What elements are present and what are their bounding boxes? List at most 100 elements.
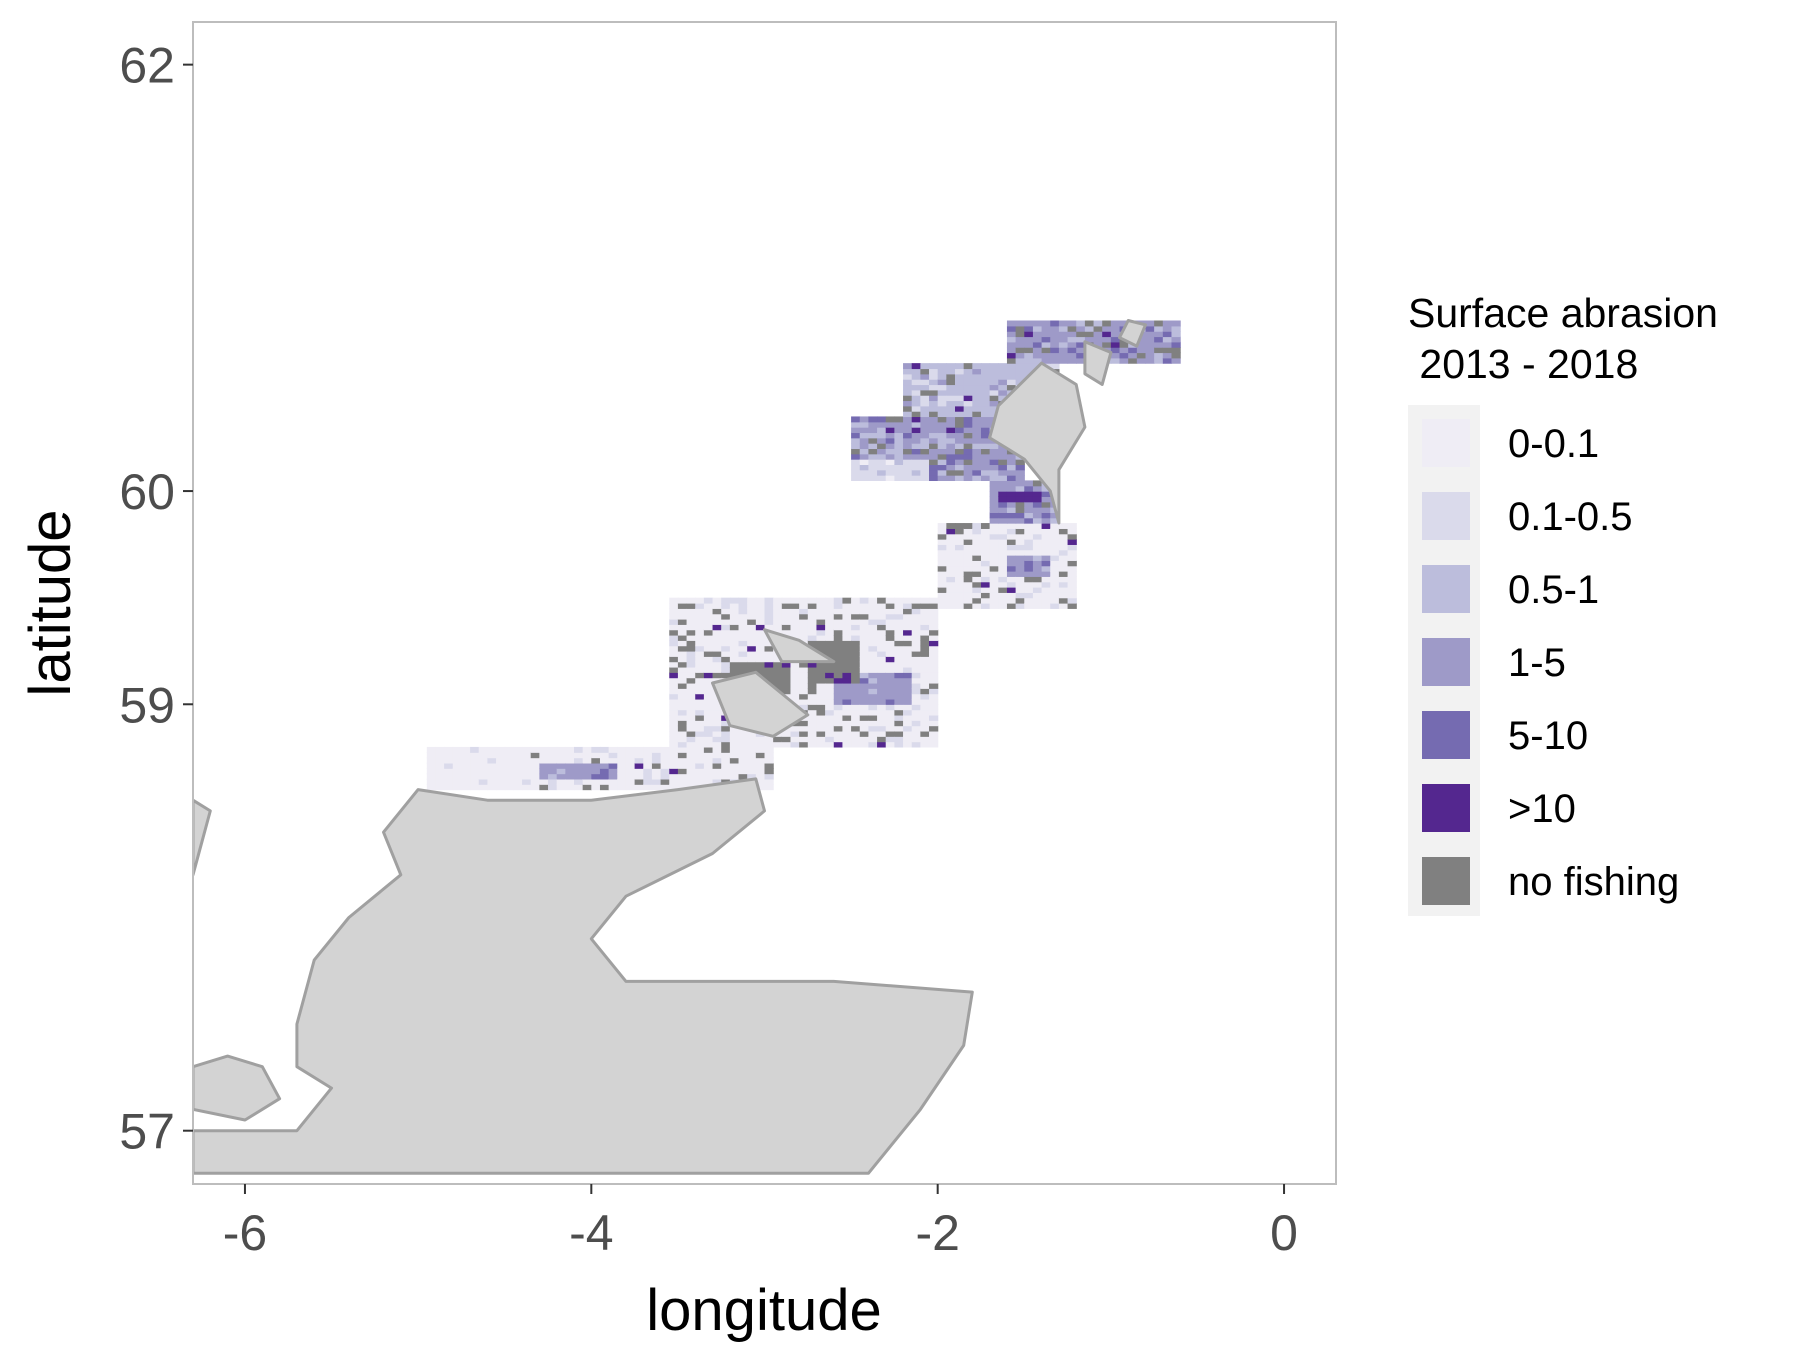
abrasion-cell: [790, 682, 800, 689]
abrasion-cell: [885, 464, 895, 471]
abrasion-cell: [946, 363, 956, 370]
abrasion-cell: [548, 768, 558, 775]
abrasion-cell: [963, 427, 973, 434]
abrasion-cell: [470, 762, 480, 769]
abrasion-cell: [530, 762, 540, 769]
abrasion-cell: [764, 608, 774, 615]
abrasion-cell: [998, 587, 1008, 593]
abrasion-cell: [729, 730, 740, 737]
abrasion-cell: [634, 752, 644, 759]
abrasion-cell: [851, 421, 861, 428]
abrasion-cell: [1041, 501, 1051, 508]
abrasion-cell: [937, 464, 947, 471]
abrasion-cell: [721, 634, 731, 641]
abrasion-cell: [972, 421, 982, 428]
abrasion-cell: [1024, 363, 1034, 370]
abrasion-cell: [703, 603, 714, 609]
abrasion-cell: [721, 645, 731, 652]
abrasion-cell: [833, 741, 844, 748]
abrasion-cell: [816, 730, 826, 737]
abrasion-cell: [989, 485, 999, 492]
abrasion-cell: [712, 768, 722, 775]
abrasion-cell: [937, 560, 947, 567]
abrasion-cell: [496, 757, 506, 764]
abrasion-cell: [955, 533, 965, 540]
abrasion-cell: [929, 640, 939, 647]
abrasion-cell: [825, 597, 835, 604]
abrasion-cell: [530, 752, 540, 759]
abrasion-cell: [686, 666, 696, 673]
abrasion-cell: [1041, 325, 1051, 332]
abrasion-cell: [651, 773, 662, 780]
abrasion-cell: [998, 565, 1008, 572]
abrasion-cell: [807, 720, 818, 727]
abrasion-cell: [937, 544, 947, 551]
abrasion-cell: [903, 395, 913, 402]
abrasion-cell: [911, 400, 921, 407]
abrasion-cell: [920, 459, 930, 466]
abrasion-cell: [1171, 347, 1181, 354]
abrasion-cell: [496, 768, 506, 775]
abrasion-cell: [894, 672, 904, 679]
abrasion-cell: [989, 560, 999, 567]
abrasion-cell: [608, 752, 618, 759]
abrasion-cell: [972, 539, 982, 545]
abrasion-cell: [998, 384, 1008, 391]
abrasion-cell: [885, 720, 895, 727]
abrasion-cell: [868, 650, 878, 657]
abrasion-cell: [643, 752, 653, 759]
abrasion-cell: [773, 736, 783, 743]
abrasion-cell: [1145, 331, 1155, 338]
abrasion-cell: [781, 624, 792, 631]
abrasion-cell: [755, 629, 766, 636]
abrasion-cell: [496, 762, 506, 769]
abrasion-cell: [946, 464, 956, 471]
abrasion-cell: [885, 682, 895, 689]
abrasion-cell: [695, 656, 705, 663]
abrasion-cell: [1024, 581, 1034, 588]
abrasion-cell: [1050, 565, 1060, 572]
abrasion-cell: [903, 459, 913, 466]
abrasion-cell: [877, 704, 887, 711]
abrasion-cell: [903, 688, 913, 695]
abrasion-cell: [1067, 592, 1077, 599]
abrasion-cell: [660, 784, 670, 791]
abrasion-cell: [1015, 496, 1025, 503]
abrasion-cell: [833, 725, 844, 732]
abrasion-cell: [929, 448, 939, 455]
abrasion-cell: [799, 677, 809, 684]
abrasion-cell: [920, 443, 930, 450]
abrasion-cell: [963, 549, 973, 556]
abrasion-cell: [911, 389, 921, 396]
abrasion-cell: [729, 672, 740, 679]
abrasion-cell: [643, 773, 653, 780]
abrasion-cell: [1015, 347, 1025, 354]
abrasion-cell: [1032, 549, 1043, 556]
abrasion-cell: [677, 608, 688, 615]
abrasion-cell: [1032, 320, 1043, 327]
abrasion-cell: [712, 762, 722, 769]
abrasion-cell: [833, 704, 844, 711]
abrasion-cell: [695, 725, 705, 732]
abrasion-cell: [920, 714, 930, 721]
abrasion-cell: [1067, 555, 1077, 561]
abrasion-cell: [833, 661, 844, 668]
abrasion-cell: [903, 373, 913, 380]
abrasion-cell: [703, 698, 714, 705]
abrasion-cell: [877, 720, 887, 727]
abrasion-cell: [695, 688, 705, 695]
abrasion-cell: [1050, 325, 1060, 332]
abrasion-cell: [764, 757, 774, 764]
abrasion-cell: [686, 730, 696, 737]
abrasion-cell: [1041, 507, 1051, 513]
abrasion-cell: [426, 762, 437, 769]
abrasion-cell: [833, 730, 844, 737]
abrasion-cell: [669, 698, 679, 705]
abrasion-cell: [972, 411, 982, 418]
abrasion-cell: [1154, 341, 1164, 348]
abrasion-cell: [885, 603, 895, 609]
abrasion-cell: [755, 736, 766, 743]
abrasion-cell: [1041, 544, 1051, 551]
abrasion-cell: [885, 453, 895, 460]
abrasion-cell: [695, 752, 705, 759]
